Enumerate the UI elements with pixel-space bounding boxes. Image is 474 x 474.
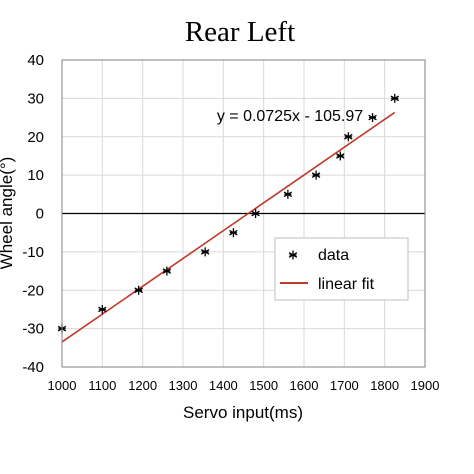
y-tick-label: 0 bbox=[36, 206, 44, 223]
x-tick-label: 1600 bbox=[290, 378, 319, 393]
y-tick-label: 20 bbox=[27, 129, 44, 146]
chart-title: Rear Left bbox=[185, 16, 295, 48]
data-point bbox=[336, 151, 345, 161]
legend-box bbox=[274, 237, 409, 301]
data-point bbox=[229, 228, 238, 238]
x-tick-label: 1100 bbox=[88, 378, 116, 393]
y-tick-labels: -40 -30 -20 -10 0 10 20 30 40 bbox=[22, 52, 44, 376]
linear-fit-line bbox=[61, 111, 396, 343]
legend-label-data: data bbox=[318, 247, 349, 264]
data-point bbox=[390, 93, 399, 103]
data-points bbox=[57, 93, 399, 334]
x-tick-label: 1300 bbox=[169, 378, 198, 393]
data-point bbox=[98, 304, 107, 314]
x-tick-label: 1000 bbox=[48, 378, 77, 393]
data-point bbox=[200, 247, 210, 257]
legend-label-linear-fit: linear fit bbox=[318, 276, 375, 293]
fit-line-layer bbox=[61, 111, 396, 343]
data-point bbox=[251, 209, 260, 218]
x-tick-label: 1700 bbox=[330, 378, 359, 393]
x-tick-labels: 1000 1100 1200 1300 1400 1500 1600 1700 1800 1900 bbox=[48, 378, 440, 393]
fit-equation-annotation: y = 0.0725x - 105.97 bbox=[217, 108, 363, 125]
data-point bbox=[344, 132, 353, 142]
y-tick-label: -40 bbox=[22, 359, 44, 376]
x-axis-label: Servo input(ms) bbox=[183, 403, 303, 422]
legend-data-marker bbox=[288, 250, 298, 260]
legend: data linear fit bbox=[274, 237, 409, 301]
x-tick-label: 1500 bbox=[249, 378, 278, 393]
y-tick-label: 40 bbox=[27, 52, 44, 69]
y-tick-label: 10 bbox=[27, 167, 44, 184]
plot-frame bbox=[61, 59, 426, 368]
y-tick-label: -20 bbox=[22, 282, 44, 299]
x-tick-label: 1800 bbox=[370, 378, 399, 393]
data-point bbox=[134, 285, 143, 295]
legend-marker-icon bbox=[288, 250, 298, 260]
data-point bbox=[311, 170, 321, 180]
x-tick-label: 1400 bbox=[209, 378, 238, 393]
x-tick-label: 1200 bbox=[128, 378, 157, 393]
y-tick-label: -30 bbox=[22, 321, 44, 338]
y-tick-label: 30 bbox=[27, 90, 44, 107]
x-tick-label: 1900 bbox=[411, 378, 440, 393]
y-tick-label: -10 bbox=[22, 244, 44, 261]
data-point bbox=[162, 266, 172, 276]
y-axis-label: Wheel angle(°) bbox=[0, 157, 16, 270]
data-point bbox=[283, 189, 293, 199]
data-point bbox=[368, 113, 377, 123]
